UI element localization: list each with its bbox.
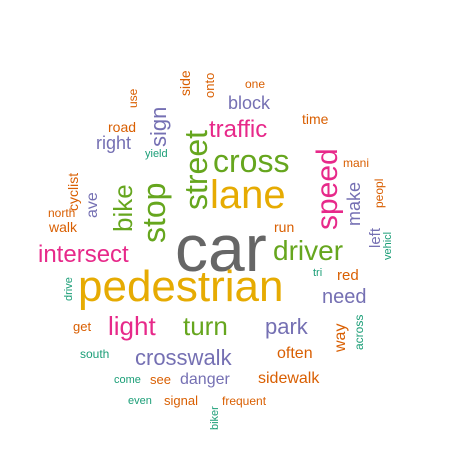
word-park: park — [265, 314, 308, 339]
word-walk: walk — [49, 219, 78, 235]
word-block: block — [228, 93, 271, 113]
word-right: right — [96, 133, 132, 153]
word-yield: yield — [145, 148, 168, 160]
word-sidewalk: sidewalk — [258, 370, 320, 387]
word-time: time — [302, 111, 329, 127]
word-road: road — [108, 119, 137, 135]
word-side: side — [177, 70, 193, 96]
word-traffic: traffic — [209, 116, 268, 143]
word-mani: mani — [343, 156, 370, 170]
word-peopl: peopl — [372, 178, 386, 208]
word-cross: cross — [213, 143, 290, 179]
word-sign: sign — [146, 106, 171, 147]
word-ave: ave — [84, 192, 101, 218]
word-come: come — [114, 374, 141, 386]
word-street: street — [178, 129, 214, 210]
word-danger: danger — [180, 371, 230, 388]
word-driver: driver — [273, 235, 344, 266]
word-north: north — [48, 206, 76, 220]
word-one: one — [245, 77, 266, 91]
word-see: see — [150, 372, 171, 387]
word-biker: biker — [209, 406, 221, 430]
word-get: get — [73, 319, 92, 334]
word-often: often — [277, 345, 313, 362]
word-drive: drive — [63, 277, 75, 301]
word-light: light — [108, 311, 156, 341]
word-run: run — [274, 219, 295, 235]
word-way: way — [332, 323, 349, 352]
word-south: south — [80, 347, 110, 361]
word-red: red — [337, 267, 359, 284]
word-even: even — [128, 395, 152, 407]
word-intersect: intersect — [38, 241, 129, 268]
word-make: make — [344, 181, 364, 226]
word-onto: onto — [202, 72, 217, 98]
word-tri: tri — [313, 267, 323, 279]
word-need: need — [322, 286, 367, 308]
word-bike: bike — [108, 184, 138, 232]
word-across: across — [352, 314, 366, 350]
word-stop: stop — [136, 182, 172, 243]
word-lane: lane — [210, 173, 286, 217]
word-frequent: frequent — [222, 394, 267, 408]
word-speed: speed — [311, 148, 344, 230]
word-pedestrian: pedestrian — [78, 262, 284, 311]
word-turn: turn — [183, 311, 228, 341]
word-signal: signal — [164, 393, 198, 408]
word-left: left — [367, 227, 384, 248]
word-car: car — [175, 211, 267, 285]
word-vehicl: vehicl — [382, 231, 394, 260]
word-crosswalk: crosswalk — [135, 345, 232, 370]
word-use: use — [126, 88, 140, 108]
